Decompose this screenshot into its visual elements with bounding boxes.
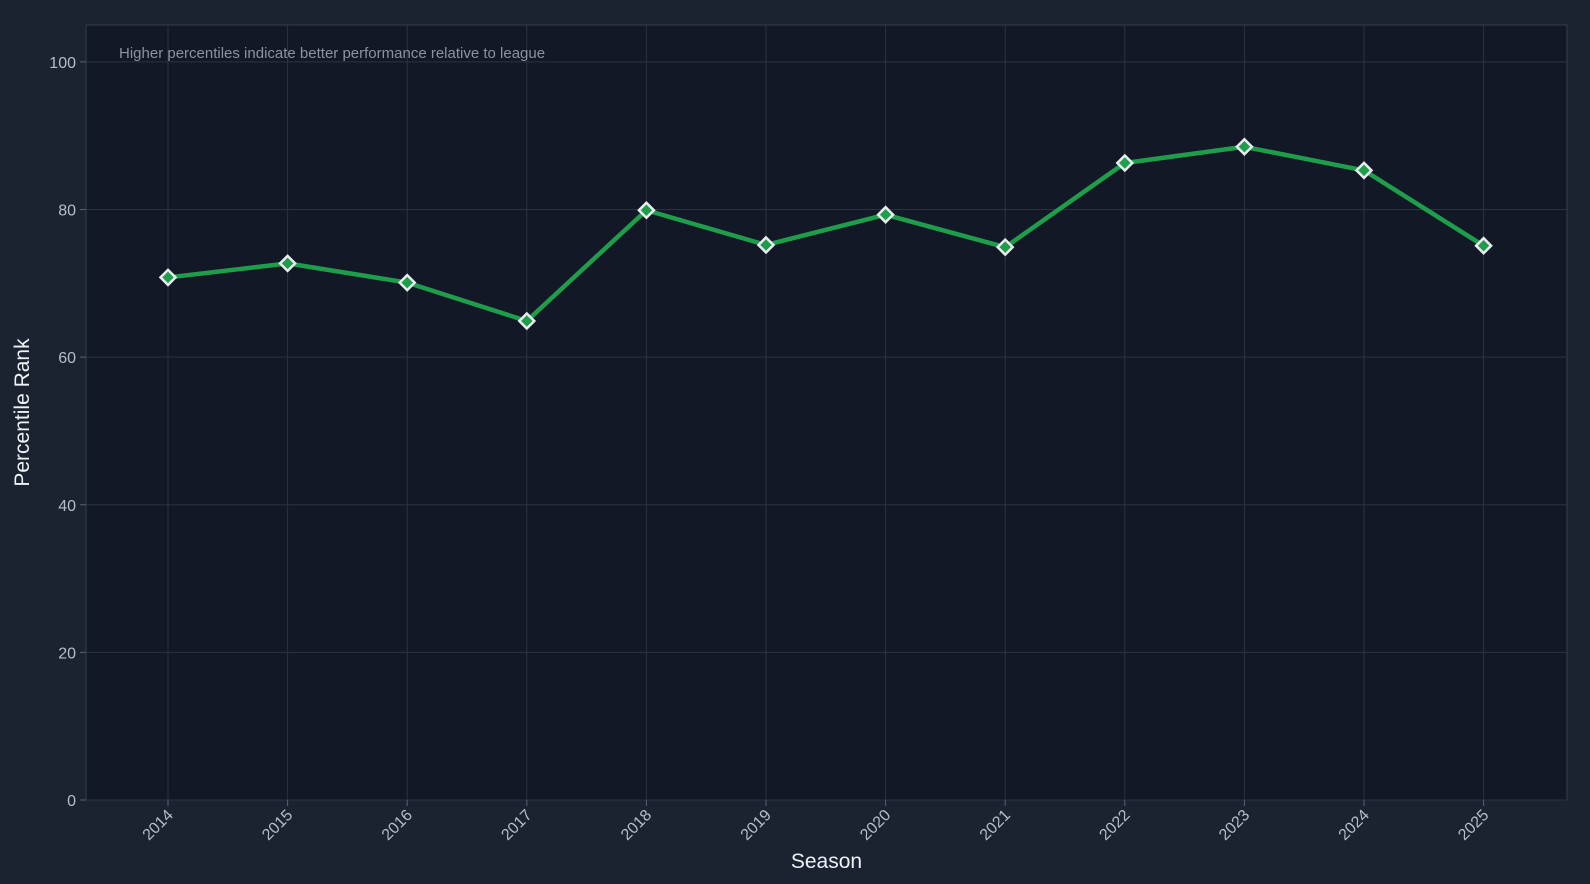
y-tick-label: 80 [58, 203, 76, 220]
plot-area [85, 24, 1568, 801]
data-point-marker [1115, 153, 1135, 173]
data-point-marker [1235, 137, 1254, 157]
data-point-marker [995, 237, 1015, 257]
data-point-marker [397, 273, 417, 292]
data-point-marker [158, 268, 178, 287]
y-tick-label: 0 [67, 793, 76, 810]
series-line [165, 144, 1486, 324]
x-axis-title: Season [791, 850, 862, 873]
data-point-marker [756, 235, 776, 255]
y-tick-label: 40 [58, 498, 76, 515]
data-point-marker [637, 200, 656, 220]
data-point-marker [1474, 236, 1493, 255]
y-tick-label: 20 [58, 645, 76, 662]
grid-lines [86, 25, 1567, 801]
y-axis-title: Percentile Rank [11, 338, 34, 487]
chart-annotation: Higher percentiles indicate better perfo… [119, 45, 545, 62]
y-tick-label: 60 [58, 350, 76, 367]
data-point-marker [876, 205, 895, 224]
data-point-marker [1354, 161, 1374, 180]
series-markers [158, 137, 1493, 331]
y-tick-label: 100 [49, 55, 76, 72]
series-lines [165, 144, 1486, 324]
data-point-marker [278, 254, 297, 273]
data-point-marker [517, 311, 537, 331]
